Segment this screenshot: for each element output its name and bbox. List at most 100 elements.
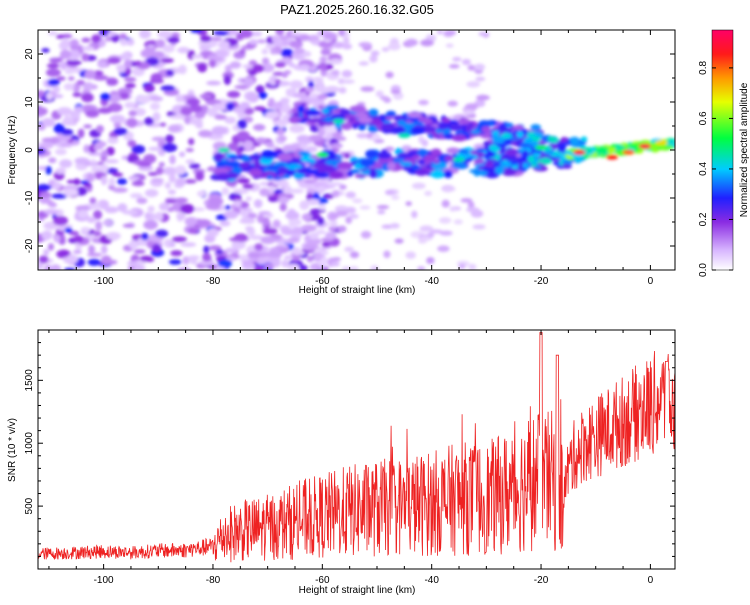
heatmap-cell [162, 44, 175, 53]
heatmap-cell [425, 125, 437, 133]
heatmap-cell [40, 191, 52, 199]
heatmap-cell [323, 32, 338, 40]
heatmap-cell [320, 48, 332, 56]
heatmap-cell [255, 137, 267, 144]
heatmap-cell [420, 39, 434, 47]
heatmap-cell [278, 135, 287, 142]
heatmap-cell [358, 61, 369, 66]
y-tick-label: 1000 [24, 432, 35, 455]
heatmap-cell [238, 254, 250, 261]
heatmap-cell [275, 30, 285, 36]
heatmap-cell [485, 151, 496, 158]
heatmap-cell [393, 115, 404, 122]
heatmap-cell [41, 230, 53, 241]
heatmap-cell [442, 186, 456, 192]
heatmap-cell [126, 117, 138, 128]
heatmap-cell [44, 208, 59, 215]
heatmap-cell [72, 82, 81, 93]
heatmap-cell [453, 219, 463, 225]
heatmap-cell [411, 210, 418, 219]
heatmap-cell [81, 92, 94, 103]
heatmap-cell [91, 34, 102, 43]
heatmap-cell [394, 238, 404, 244]
heatmap-cell [134, 107, 146, 117]
heatmap-cell [397, 152, 411, 157]
heatmap-cell [337, 161, 353, 170]
heatmap-cell [196, 219, 212, 228]
heatmap-cell [231, 239, 246, 250]
heatmap-cell [418, 99, 429, 106]
heatmap-cell [59, 49, 72, 60]
heatmap-cell [405, 251, 416, 259]
heatmap-cell [345, 191, 356, 199]
heatmap-cell [418, 116, 426, 122]
heatmap-cell [211, 125, 227, 136]
heatmap-cell [218, 40, 230, 50]
heatmap-cell [233, 199, 242, 207]
heatmap-cell [73, 235, 84, 243]
heatmap-cell [331, 256, 342, 262]
heatmap-cell [519, 142, 531, 148]
heatmap-cell [482, 166, 494, 172]
colorbar-gradient [711, 29, 734, 271]
heatmap-cell [175, 197, 188, 204]
heatmap-cell [87, 258, 101, 266]
heatmap-cell [298, 64, 311, 71]
heatmap-cell [122, 223, 135, 228]
heatmap-cell [607, 147, 617, 153]
heatmap-cell [316, 152, 329, 158]
heatmap-cell [297, 104, 305, 113]
heatmap-cell [522, 150, 529, 157]
heatmap-cell [436, 30, 444, 35]
spectrogram-x-label: Height of straight line (km) [299, 285, 416, 296]
heatmap-cell [170, 250, 183, 257]
heatmap-cell [175, 177, 187, 187]
heatmap-cell [299, 200, 310, 211]
heatmap-cell [106, 77, 119, 86]
heatmap-cell [184, 216, 198, 227]
heatmap-cell [272, 257, 281, 268]
heatmap-cell [601, 147, 610, 152]
heatmap-cell [476, 94, 490, 101]
heatmap-cell [82, 82, 94, 91]
heatmap-cell [157, 30, 173, 39]
heatmap-cell [441, 117, 451, 123]
heatmap-cell [128, 110, 138, 117]
heatmap-cell [152, 111, 161, 122]
heatmap-cell [242, 64, 255, 69]
heatmap-cell [444, 30, 457, 36]
heatmap-cell [418, 238, 427, 244]
heatmap-cell [239, 30, 253, 39]
heatmap-cell [97, 60, 108, 69]
heatmap-cell [92, 202, 101, 210]
heatmap-cell [236, 130, 250, 141]
heatmap-cell [208, 58, 217, 68]
heatmap-cell [276, 128, 285, 136]
heatmap-cell [242, 183, 254, 190]
heatmap-cell [277, 119, 291, 125]
heatmap-cell [237, 112, 246, 119]
heatmap-cell [202, 252, 212, 262]
heatmap-cell [165, 198, 177, 204]
heatmap-cell [196, 190, 206, 197]
heatmap-cell [46, 91, 54, 101]
heatmap-cell [143, 220, 158, 230]
heatmap-cell [622, 149, 635, 155]
heatmap-cell [243, 140, 254, 151]
heatmap-cell [150, 72, 163, 83]
heatmap-cell [124, 101, 136, 109]
heatmap-cell [42, 197, 51, 204]
heatmap-cell [444, 155, 455, 162]
heatmap-cell [48, 202, 58, 208]
heatmap-cell [187, 227, 198, 234]
heatmap-cell [188, 163, 201, 169]
heatmap-cell [458, 263, 466, 270]
heatmap-cell [147, 205, 155, 213]
heatmap-cell [360, 86, 375, 92]
heatmap-cell [349, 251, 360, 259]
heatmap-cell [253, 124, 266, 131]
heatmap-cell [225, 101, 235, 112]
heatmap-cell [41, 48, 50, 53]
heatmap-cell [208, 133, 224, 141]
heatmap-cell [41, 137, 58, 143]
